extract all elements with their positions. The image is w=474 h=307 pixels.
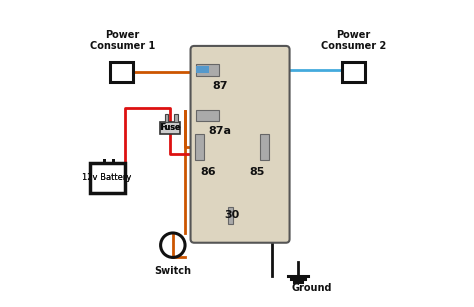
- Text: 87a: 87a: [209, 126, 232, 136]
- Bar: [110, 62, 133, 82]
- Bar: [160, 122, 180, 134]
- Text: 30: 30: [225, 210, 240, 220]
- Text: 12v Battery: 12v Battery: [82, 173, 132, 182]
- Bar: [228, 207, 233, 224]
- Text: Power
Consumer 1: Power Consumer 1: [90, 29, 155, 51]
- Bar: [174, 115, 178, 122]
- Text: 12v Battery: 12v Battery: [82, 173, 132, 182]
- Bar: [195, 134, 204, 160]
- Text: Ground: Ground: [292, 283, 332, 293]
- Text: 87: 87: [212, 81, 228, 91]
- Text: Switch: Switch: [155, 266, 191, 276]
- Bar: [102, 159, 106, 163]
- Bar: [196, 64, 219, 76]
- Text: Power
Consumer 2: Power Consumer 2: [321, 29, 386, 51]
- Text: Fuse: Fuse: [160, 123, 180, 132]
- FancyBboxPatch shape: [191, 46, 290, 243]
- Text: 86: 86: [200, 167, 216, 177]
- Bar: [164, 115, 168, 122]
- Bar: [260, 134, 269, 160]
- Bar: [112, 159, 115, 163]
- Text: 85: 85: [249, 167, 264, 177]
- Text: Fuse: Fuse: [159, 123, 181, 132]
- Bar: [196, 66, 210, 73]
- Bar: [342, 62, 365, 82]
- Bar: [90, 163, 125, 193]
- Bar: [196, 110, 219, 121]
